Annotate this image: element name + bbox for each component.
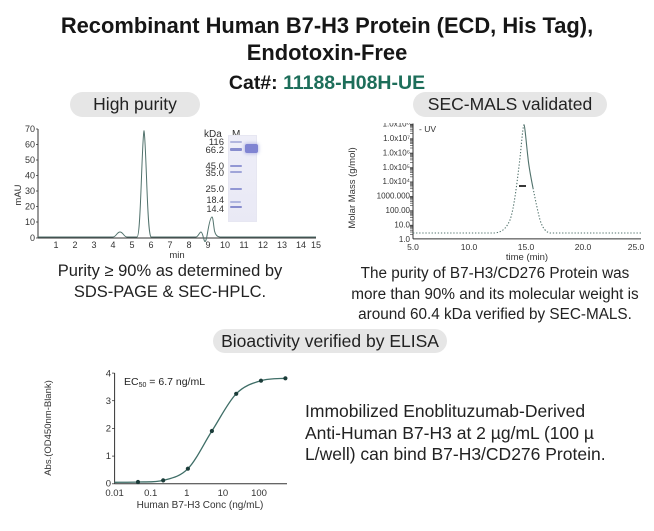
svg-text:Abs.(OD450nm-Blank): Abs.(OD450nm-Blank) [43,380,54,476]
svg-text:3: 3 [91,240,96,250]
svg-text:0.01: 0.01 [105,488,124,499]
svg-text:1.0x10⁶: 1.0x10⁶ [383,148,410,157]
svg-text:7: 7 [167,240,172,250]
svg-text:4: 4 [106,369,111,380]
svg-text:10: 10 [218,488,229,499]
svg-text:15.0: 15.0 [518,242,535,252]
svg-text:12: 12 [258,240,268,250]
svg-text:14: 14 [296,240,306,250]
svg-text:40: 40 [25,171,35,181]
svg-text:0: 0 [30,233,35,243]
svg-text:10: 10 [220,240,230,250]
svg-text:25.0: 25.0 [628,242,645,252]
svg-text:6: 6 [148,240,153,250]
svg-text:1.0x10⁷: 1.0x10⁷ [383,134,410,143]
svg-text:1.0x10⁸: 1.0x10⁸ [383,123,410,129]
svg-text:Molar Mass (g/mol): Molar Mass (g/mol) [347,147,358,228]
svg-text:50: 50 [25,155,35,165]
svg-text:70: 70 [25,125,35,134]
svg-text:time (min): time (min) [506,252,548,263]
svg-text:15: 15 [311,240,321,250]
svg-text:4: 4 [110,240,115,250]
svg-text:- UV: - UV [419,124,436,134]
svg-text:10.0: 10.0 [394,221,410,230]
svg-text:11: 11 [239,240,248,250]
svg-text:5.0: 5.0 [407,242,419,252]
svg-text:10: 10 [25,217,35,227]
svg-text:100.00: 100.00 [386,206,411,215]
svg-text:3: 3 [106,396,111,407]
svg-text:1.0x10⁵: 1.0x10⁵ [383,163,410,172]
svg-text:2: 2 [72,240,77,250]
svg-text:60: 60 [25,140,35,150]
svg-text:Human B7-H3 Conc (ng/mL): Human B7-H3 Conc (ng/mL) [137,500,264,511]
svg-text:8: 8 [186,240,191,250]
svg-text:mAU: mAU [13,184,24,205]
svg-text:30: 30 [25,186,35,196]
svg-text:20: 20 [25,202,35,212]
svg-text:100: 100 [251,488,267,499]
svg-text:1: 1 [184,488,189,499]
svg-text:0.1: 0.1 [144,488,157,499]
svg-text:20.0: 20.0 [575,242,592,252]
svg-text:1: 1 [106,451,111,462]
svg-text:1.0x10⁴: 1.0x10⁴ [383,177,411,186]
svg-text:13: 13 [277,240,287,250]
svg-text:2: 2 [106,424,111,435]
svg-text:min: min [169,250,184,260]
svg-text:EC50 = 6.7 ng/mL: EC50 = 6.7 ng/mL [124,376,205,389]
svg-text:1000.000: 1000.000 [377,192,411,201]
svg-text:1: 1 [53,240,58,250]
svg-text:10.0: 10.0 [461,242,478,252]
svg-text:5: 5 [129,240,134,250]
svg-text:9: 9 [205,240,210,250]
